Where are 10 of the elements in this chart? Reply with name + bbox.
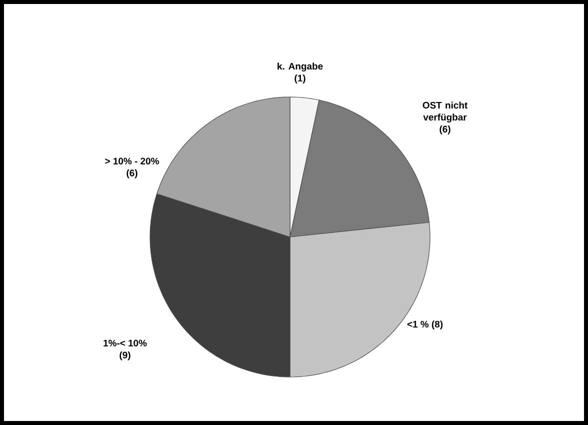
data-label: (6) <box>126 169 138 178</box>
slice-label: <1 % <box>407 320 429 328</box>
data-label: (6) <box>440 126 450 134</box>
slice-label: OST nicht verfügbar <box>422 102 468 122</box>
data-label: (1) <box>294 74 306 84</box>
slice-label: > 10% - 20% <box>105 158 159 164</box>
data-label: (9) <box>120 351 130 360</box>
slice-label: 1%-< 10% <box>104 340 147 346</box>
data-label: (8) <box>432 320 443 330</box>
slice-label: k. Angabe <box>278 62 323 72</box>
